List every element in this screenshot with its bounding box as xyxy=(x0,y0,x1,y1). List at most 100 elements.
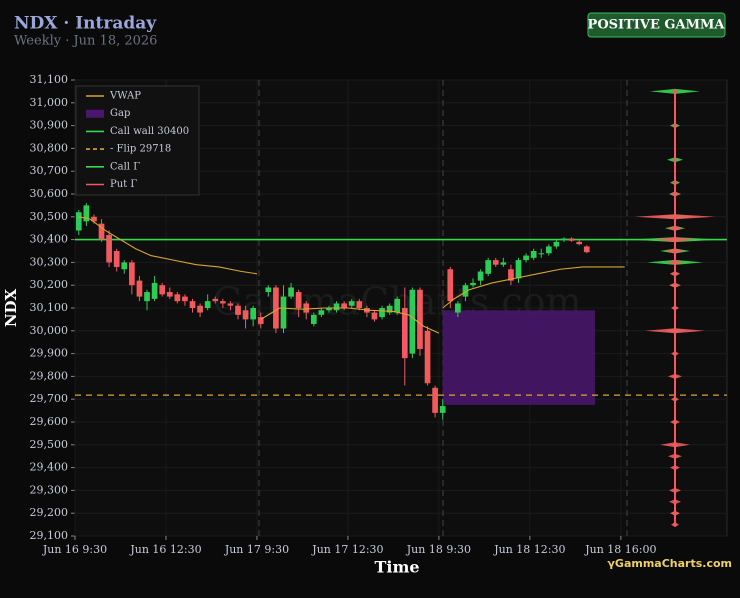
candle-body xyxy=(348,301,355,306)
candle-body xyxy=(174,294,181,302)
legend-label: - Flip 29718 xyxy=(110,144,171,155)
candle-body xyxy=(83,205,90,222)
vwap-line xyxy=(78,216,625,334)
legend: VWAP Gap Call wall 30400 - Flip 29718 Call Γ… xyxy=(75,85,200,196)
footer-logo: γGammaCharts.com xyxy=(607,557,732,570)
candle-body xyxy=(280,296,287,329)
y-tick-label: 29,800 xyxy=(30,369,69,382)
y-tick-label: 29,600 xyxy=(30,415,69,428)
candle-body xyxy=(401,308,408,359)
x-tick-label: Jun 18 9:30 xyxy=(406,543,471,556)
candle-body xyxy=(182,296,188,302)
y-tick-label: 30,500 xyxy=(30,210,69,223)
y-tick-label: 29,500 xyxy=(30,438,69,451)
candle-body xyxy=(204,301,211,308)
legend-label: Call wall 30400 xyxy=(110,126,189,137)
x-tick-label: Jun 18 16:00 xyxy=(584,543,656,556)
y-tick-label: 30,600 xyxy=(30,187,69,200)
candle-body xyxy=(166,292,173,297)
legend-label: VWAP xyxy=(109,91,141,102)
y-tick-label: 30,700 xyxy=(30,164,69,177)
x-tick-label: Jun 17 12:30 xyxy=(311,543,383,556)
candle-body xyxy=(151,282,158,299)
candle-body xyxy=(265,287,272,293)
candle-body xyxy=(417,289,423,350)
candle-body xyxy=(477,271,484,281)
candle-body xyxy=(189,301,196,308)
candle-body xyxy=(523,255,529,261)
candle-body xyxy=(508,269,514,281)
y-tick-label: 30,800 xyxy=(30,141,69,154)
y-tick-label: 29,700 xyxy=(30,392,69,405)
y-tick-label: 29,300 xyxy=(30,483,69,496)
candle-body xyxy=(250,308,257,320)
candle-body xyxy=(379,308,385,318)
y-tick-label: 30,100 xyxy=(30,301,69,314)
x-tick-label: Jun 18 12:30 xyxy=(493,543,565,556)
candle-body xyxy=(242,310,249,320)
legend-swatch xyxy=(86,109,104,118)
candle-body xyxy=(447,269,454,302)
candle-body xyxy=(462,285,469,297)
candle-body xyxy=(439,406,446,413)
candle-body xyxy=(288,287,294,297)
y-tick-label: 29,400 xyxy=(30,461,69,474)
candle-body xyxy=(98,223,105,240)
x-tick-label: Jun 17 9:30 xyxy=(224,543,289,556)
candle-body xyxy=(136,280,143,297)
candle-body xyxy=(310,314,317,324)
candle-body xyxy=(159,285,166,295)
candle-body xyxy=(386,305,393,313)
candle-body xyxy=(144,292,150,302)
candle-body xyxy=(432,387,438,413)
candle-body xyxy=(492,260,499,265)
candle-body xyxy=(553,241,560,247)
candle-body xyxy=(409,289,416,354)
candle-body xyxy=(500,262,507,265)
candle-body xyxy=(273,287,279,329)
y-tick-label: 30,000 xyxy=(30,324,69,337)
candle-body xyxy=(576,241,583,245)
candle-body xyxy=(235,305,241,315)
candle-body xyxy=(326,308,332,311)
candle-body xyxy=(197,305,203,313)
candle-body xyxy=(583,246,590,253)
candle-body xyxy=(515,260,522,279)
y-axis-label: NDX xyxy=(2,288,20,327)
legend-box xyxy=(75,85,200,196)
chart-subtitle: Weekly · Jun 18, 2026 xyxy=(14,34,157,49)
candle-body xyxy=(538,253,545,255)
y-tick-label: 29,100 xyxy=(30,529,69,542)
candle-body xyxy=(341,303,347,308)
candle-body xyxy=(303,303,310,313)
y-tick-label: 30,300 xyxy=(30,255,69,268)
y-tick-label: 31,000 xyxy=(30,96,69,109)
y-tick-label: 31,100 xyxy=(30,73,69,86)
candle-body xyxy=(530,251,537,258)
candle-body xyxy=(75,212,82,231)
candle-body xyxy=(424,330,431,384)
y-tick-label: 30,900 xyxy=(30,119,69,132)
candle-body xyxy=(91,216,97,222)
candle-body xyxy=(121,262,128,270)
candle-body xyxy=(561,238,567,240)
candle-body xyxy=(227,303,234,306)
x-tick-label: Jun 16 12:30 xyxy=(129,543,201,556)
y-tick-label: 30,400 xyxy=(30,233,69,246)
grid xyxy=(71,79,727,540)
candle-body xyxy=(545,246,552,254)
legend-label: Put Γ xyxy=(110,179,137,190)
badge xyxy=(587,12,726,38)
x-tick-label: Jun 16 9:30 xyxy=(42,543,107,556)
legend-label: Call Γ xyxy=(110,161,140,172)
candle-body xyxy=(455,303,461,313)
y-tick-label: 29,900 xyxy=(30,347,69,360)
candle-body xyxy=(257,317,264,324)
gap-zone xyxy=(442,310,596,405)
badge-text: POSITIVE GAMMA xyxy=(588,18,726,33)
candle-body xyxy=(568,238,575,241)
candle-body xyxy=(129,262,135,286)
candle-body xyxy=(219,301,226,304)
